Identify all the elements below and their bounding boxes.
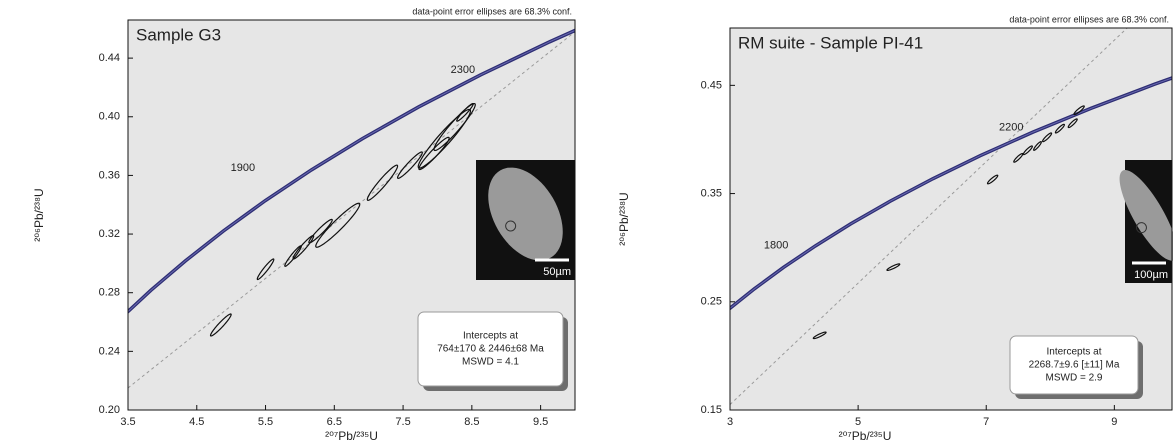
x-tick-label: 3.5 [120,416,135,428]
y-tick-label: 0.40 [99,111,120,123]
concordia-highlight [730,77,1172,309]
x-tick-label: 7.5 [395,416,410,428]
x-tick-label: 9.5 [533,416,548,428]
discordia-line [128,31,575,389]
y-tick-label: 0.45 [701,79,722,91]
error-ellipse [209,313,232,337]
x-tick-label: 6.5 [327,416,342,428]
scale-label: 50µm [543,266,571,278]
spot [505,220,517,232]
result-box [417,311,564,387]
plot-frame [729,27,1173,411]
chart-panel: 2200 1800 100µm Intercepts at 2268.7±9.6 [±1… [617,14,1173,443]
result-text: 764±170 & 2446±68 Ma [437,344,544,355]
conf-note: data-point error ellipses are 68.3% conf… [412,6,572,16]
age-label: 2300 [451,64,475,76]
y-tick-label: 0.24 [99,345,120,357]
plot-frame [127,19,576,411]
conf-note: data-point error ellipses are 68.3% conf… [1009,14,1169,24]
error-ellipse [1073,105,1085,116]
x-axis-label: ²⁰⁷Pb/²³⁵U [325,429,378,443]
y-tick-label: 0.32 [99,228,120,240]
error-ellipse [308,218,333,244]
zircon-grain [1119,169,1173,261]
y-tick-label: 0.44 [99,52,120,64]
error-ellipse [986,174,999,185]
chart-title: Sample G3 [136,25,221,44]
age-label: 1800 [764,239,788,251]
scale-label: 100µm [1134,269,1168,281]
y-tick-label: 0.28 [99,287,120,299]
spot [1135,222,1147,234]
result-text: 2268.7±9.6 [±11] Ma [1029,360,1120,371]
y-tick-label: 0.35 [701,187,722,199]
plot-clip [128,28,575,389]
result-box [1009,335,1139,395]
error-ellipse [1033,141,1042,151]
y-tick-label: 0.15 [701,404,722,416]
error-ellipse [315,202,361,248]
result-text: Intercepts at [463,331,518,342]
x-tick-label: 5 [855,416,861,428]
error-ellipse [366,164,399,201]
age-label: 1900 [231,162,255,174]
chart-panel: 1900 2300 50µm Intercepts at 764±170 & 2446±… [32,6,576,443]
error-ellipse [292,234,315,260]
error-ellipse [1054,123,1065,134]
x-tick-label: 3 [727,416,733,428]
discordia-line [730,28,1128,405]
error-ellipse [284,245,302,267]
age-label: 2200 [999,121,1023,133]
result-text: Intercepts at [1046,347,1101,358]
error-ellipse [1067,118,1078,129]
error-ellipse [1041,132,1053,143]
error-ellipse [456,102,474,122]
x-tick-label: 5.5 [258,416,273,428]
error-ellipse [886,263,901,271]
error-ellipse [396,151,423,179]
y-tick-label: 0.25 [701,296,722,308]
x-axis-label: ²⁰⁷Pb/²³⁵U [839,429,892,443]
y-axis-label: ²⁰⁶Pb/²³⁸U [32,188,46,241]
y-tick-label: 0.20 [99,404,120,416]
y-axis-label: ²⁰⁶Pb/²³⁸U [617,192,631,245]
error-ellipse [1013,152,1024,163]
result-text: MSWD = 2.9 [1046,373,1103,384]
concordia-highlight [128,29,575,313]
y-tick-label: 0.36 [99,169,120,181]
x-tick-label: 9 [1111,416,1117,428]
x-tick-label: 7 [983,416,989,428]
x-tick-label: 8.5 [464,416,479,428]
result-text: MSWD = 4.1 [462,357,519,368]
plot-clip [730,28,1172,405]
error-ellipse [256,258,275,281]
chart-title: RM suite - Sample PI-41 [738,33,923,52]
error-ellipse [1022,145,1033,156]
error-ellipse [812,331,827,340]
x-tick-label: 4.5 [189,416,204,428]
zircon-grain [488,167,563,261]
